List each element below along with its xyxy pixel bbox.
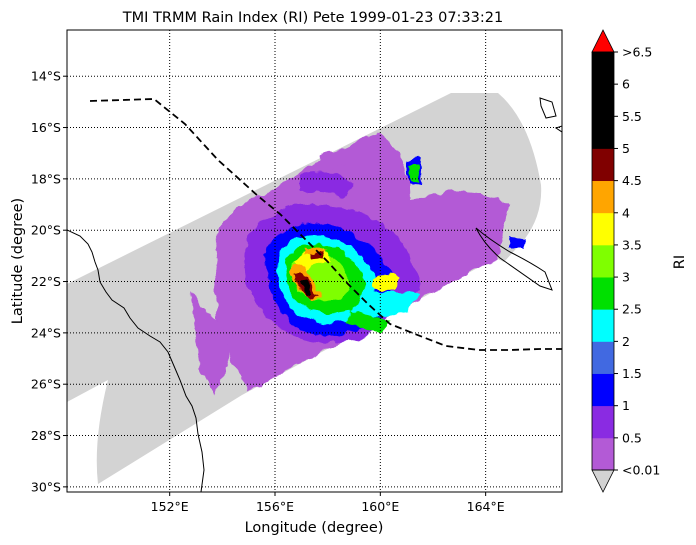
colorbar-segment [592, 116, 614, 149]
colorbar-tick-label: 4 [622, 205, 630, 220]
lon-ticks: 152°E 156°E 160°E 164°E [151, 492, 505, 514]
y-axis-label: Latitude (degree) [10, 198, 26, 324]
storm-track [89, 98, 562, 351]
colorbar-over-triangle [591, 29, 615, 53]
colorbar-label: RI [672, 255, 688, 269]
colorbar-segment [592, 405, 614, 439]
lat-tick-label: 22°S [31, 274, 61, 289]
lon-tick-label: 152°E [151, 499, 189, 514]
lat-tick-label: 26°S [31, 377, 61, 392]
colorbar-tick-label: >6.5 [622, 45, 652, 60]
lat-ticks: 14°S 16°S 18°S 20°S 22°S 24°S 26°S 28°S 30°S [31, 69, 67, 494]
map-plot-area [66, 29, 563, 493]
colorbar-segment [592, 437, 614, 471]
lat-tick-label: 28°S [31, 428, 61, 443]
lat-tick-label: 24°S [31, 325, 61, 340]
lat-tick-label: 20°S [31, 223, 61, 238]
coastline [67, 97, 562, 492]
colorbar-segment [592, 52, 614, 85]
map-title: TMI TRMM Rain Index (RI) Pete 1999-01-23… [122, 10, 503, 26]
colorbar-segment [592, 373, 614, 407]
colorbar-tick-label: 5 [622, 141, 630, 156]
colorbar-tick-label: 6 [622, 77, 630, 92]
colorbar-tick-label: 2 [622, 334, 630, 349]
colorbar-segment [592, 212, 614, 246]
lon-tick-label: 160°E [361, 499, 399, 514]
colorbar-tick-label: 2.5 [622, 302, 642, 317]
colorbar-tick-label: 0.5 [622, 430, 642, 445]
colorbar-segment [592, 309, 614, 342]
colorbar-frame [591, 51, 615, 471]
colorbar-segment [592, 244, 614, 278]
colorbar-tick-label: 3 [622, 270, 630, 285]
lon-tick-label: 156°E [256, 499, 294, 514]
plot-frame [66, 29, 563, 493]
colorbar-tick-label: 4.5 [622, 173, 642, 188]
x-axis-label: Longitude (degree) [245, 520, 384, 536]
lat-tick-label: 18°S [31, 171, 61, 186]
colorbar-segment [592, 341, 614, 374]
colorbar-tick-label: 1 [622, 398, 630, 413]
colorbar-segment [592, 148, 614, 182]
colorbar-segment [592, 277, 614, 310]
colorbar-tick-label: <0.01 [622, 463, 660, 478]
colorbar: <0.01 0.5 1 1.5 2 2.5 3 3.5 4 4.5 5 5.5 6 >6.5 [591, 29, 660, 493]
colorbar-segment [592, 180, 614, 214]
lat-tick-label: 14°S [31, 69, 61, 84]
lat-tick-label: 16°S [31, 120, 61, 135]
lat-tick-label: 30°S [31, 479, 61, 494]
colorbar-under-triangle [591, 469, 615, 493]
colorbar-segment [592, 84, 614, 117]
colorbar-tick-label: 1.5 [622, 366, 642, 381]
lon-tick-label: 164°E [467, 499, 505, 514]
gridlines [67, 30, 562, 492]
colorbar-tick-label: 5.5 [622, 109, 642, 124]
colorbar-tick-label: 3.5 [622, 237, 642, 252]
